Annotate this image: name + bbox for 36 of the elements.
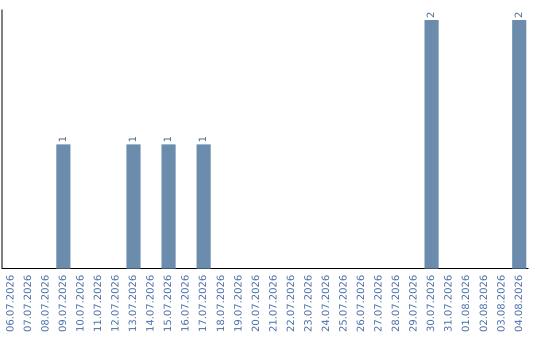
x-tick-label: 03.08.2026	[496, 274, 508, 332]
x-tick-label: 20.07.2026	[250, 274, 262, 332]
data-label: 2	[426, 12, 438, 18]
x-tick-label: 09.07.2026	[58, 274, 69, 332]
x-tick-label: 28.07.2026	[391, 274, 402, 332]
x-tick-label: 06.07.2026	[5, 274, 16, 332]
x-tick-label: 23.07.2026	[303, 274, 314, 332]
x-tick-label: 27.07.2026	[374, 274, 385, 332]
x-tick-label: 25.07.2026	[338, 274, 350, 332]
x-tick-label: 17.07.2026	[198, 274, 210, 332]
x-tick-label: 13.07.2026	[128, 274, 140, 332]
x-tick-label: 24.07.2026	[320, 274, 332, 332]
x-tick-label: 30.07.2026	[426, 274, 438, 332]
x-tick-label: 04.08.2026	[514, 274, 525, 332]
x-tick-label: 02.08.2026	[478, 274, 490, 332]
data-label: 1	[58, 136, 69, 142]
x-tick-label: 15.07.2026	[163, 274, 174, 332]
x-tick-label: 08.07.2026	[40, 274, 52, 332]
data-label: 2	[514, 12, 525, 18]
data-label: 1	[128, 136, 140, 142]
x-tick-label: 16.07.2026	[180, 274, 192, 332]
x-tick-label: 21.07.2026	[268, 274, 280, 332]
data-label: 1	[198, 136, 210, 142]
x-tick-label: 31.07.2026	[444, 274, 455, 332]
x-tick-label: 14.07.2026	[146, 274, 157, 332]
x-tick-label: 11.07.2026	[93, 274, 104, 332]
x-tick-label: 07.07.2026	[22, 274, 34, 332]
x-tick-label: 22.07.2026	[286, 274, 297, 332]
x-tick-label: 19.07.2026	[233, 274, 244, 332]
x-tick-label: 12.07.2026	[110, 274, 122, 332]
x-tick-label: 29.07.2026	[408, 274, 420, 332]
x-tick-label: 26.07.2026	[356, 274, 368, 332]
x-tick-label: 01.08.2026	[461, 274, 472, 332]
x-tick-label: 18.07.2026	[216, 274, 227, 332]
data-label: 1	[163, 136, 174, 142]
x-tick-label: 10.07.2026	[75, 274, 86, 332]
